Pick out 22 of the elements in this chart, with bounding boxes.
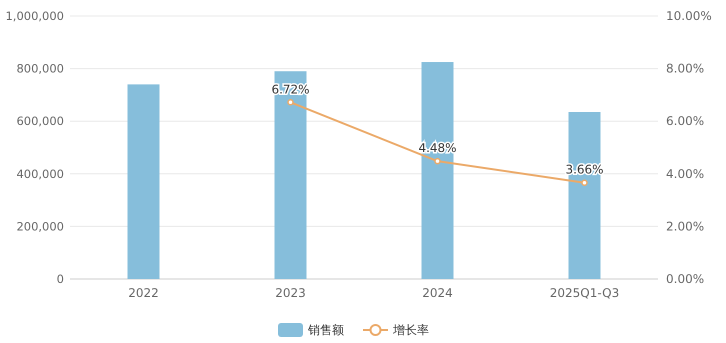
x-tick-label: 2024 [422,286,453,300]
legend-label: 销售额 [307,323,344,337]
y2-tick-label: 0.00% [666,272,704,286]
y2-tick-label: 6.00% [666,114,704,128]
y-tick-label: 1,000,000 [5,9,64,23]
point [581,179,588,186]
y2-tick-label: 4.00% [666,166,704,181]
y-tick-label: 800,000 [16,62,64,76]
x-tick-label: 2025Q1-Q3 [550,286,620,300]
x-tick-label: 2023 [275,286,306,300]
y2-tick-label: 10.00% [666,9,712,23]
x-tick-label: 2022 [128,286,159,300]
bar [128,84,160,279]
point [434,158,441,164]
y2-tick-label: 2.00% [666,219,704,234]
y-tick-label: 400,000 [16,166,64,181]
legend-label: 增长率 [392,323,429,337]
y-tick-label: 0 [56,272,64,286]
y2-tick-label: 8.00% [666,62,704,76]
y-tick-label: 600,000 [16,114,64,128]
point [287,99,294,106]
y-tick-label: 200,000 [16,219,64,234]
